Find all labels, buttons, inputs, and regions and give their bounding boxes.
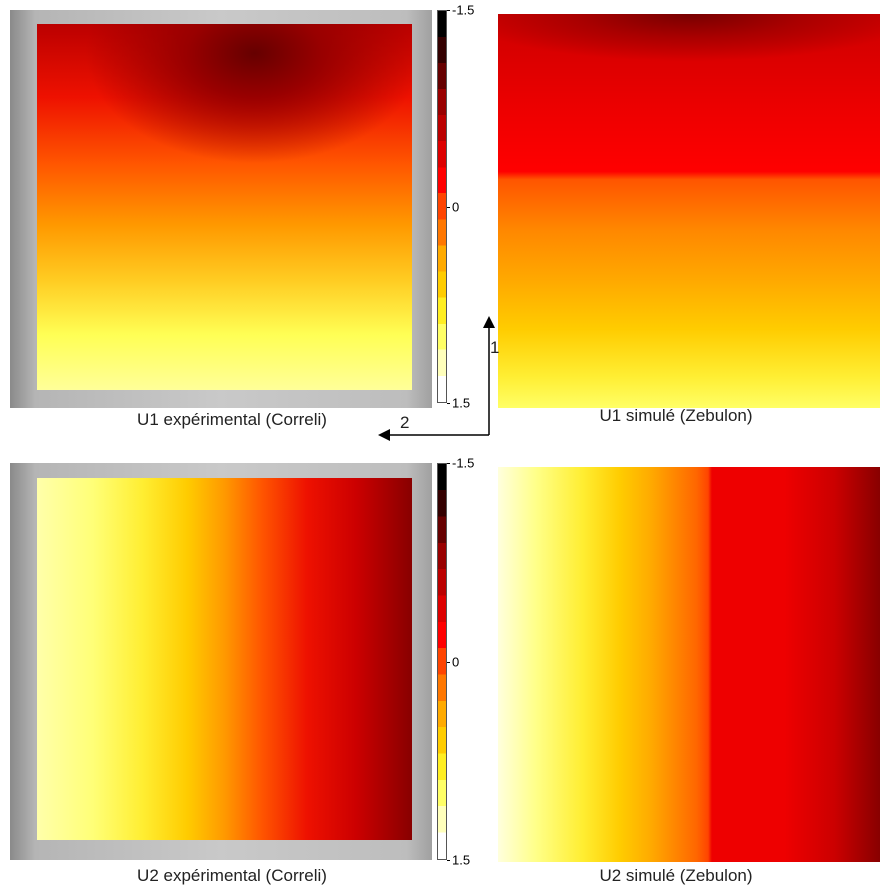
heatmap [37, 24, 412, 390]
caption: U2 expérimental (Correli) [137, 866, 327, 885]
heatmap [498, 14, 880, 408]
tick-mark [447, 10, 450, 11]
colorbar [437, 10, 447, 403]
tick-mark [447, 403, 450, 404]
tick-mark [447, 661, 450, 663]
caption: U1 simulé (Zebulon) [599, 406, 753, 425]
colorbar-tick-label: 1.5 [452, 852, 471, 868]
axis-label: 1 [490, 338, 500, 357]
tick-mark [447, 206, 450, 208]
tick-mark [447, 860, 450, 861]
colorbar-tick-label: 0 [452, 654, 460, 669]
heatmap [37, 478, 412, 840]
axis-label: 2 [400, 413, 410, 432]
axes-arrows [378, 316, 495, 441]
arrowhead [378, 429, 390, 441]
colorbar-tick-label: -1.5 [452, 455, 475, 471]
colorbar-tick-label: -1.5 [452, 2, 475, 18]
colorbar-tick-label: 1.5 [452, 395, 471, 411]
heatmap [498, 467, 880, 862]
tick-mark [447, 463, 450, 464]
caption: U1 expérimental (Correli) [137, 410, 327, 429]
caption: U2 simulé (Zebulon) [599, 866, 753, 885]
arrowhead [483, 316, 495, 328]
colorbar [437, 463, 447, 860]
colorbar-tick-label: 0 [452, 199, 460, 214]
